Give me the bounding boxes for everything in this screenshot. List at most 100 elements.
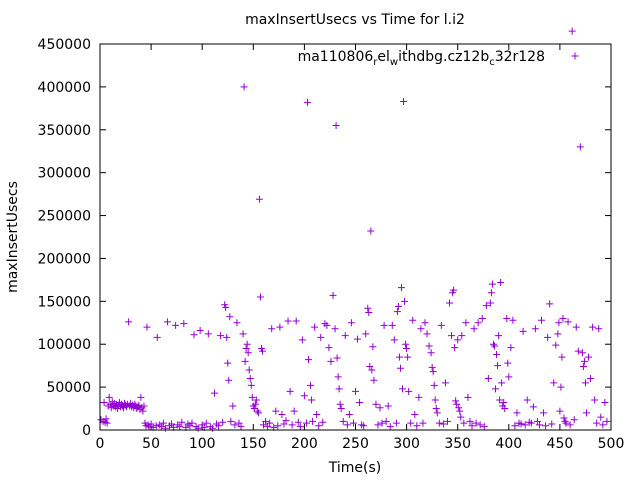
x-tick-label: 250 xyxy=(342,436,369,452)
data-point xyxy=(546,300,554,308)
x-tick-label: 450 xyxy=(547,436,574,452)
data-point xyxy=(411,411,419,419)
data-point xyxy=(384,402,392,410)
data-point xyxy=(395,353,403,361)
data-point xyxy=(538,316,546,324)
y-tick-label: 250000 xyxy=(38,209,91,225)
data-point xyxy=(240,83,248,91)
data-point xyxy=(460,419,468,427)
data-point xyxy=(242,345,250,353)
data-point xyxy=(591,396,599,404)
data-point xyxy=(352,387,359,395)
data-point xyxy=(378,419,386,427)
data-point xyxy=(402,340,410,348)
data-point xyxy=(298,336,306,344)
data-point xyxy=(255,195,263,203)
data-point xyxy=(564,318,572,326)
data-point xyxy=(428,363,436,371)
data-point xyxy=(239,330,247,338)
data-points xyxy=(97,27,611,432)
data-point xyxy=(432,405,440,413)
data-point xyxy=(443,417,451,425)
data-point xyxy=(494,362,502,370)
data-point xyxy=(256,293,264,301)
data-point xyxy=(513,409,521,417)
data-point xyxy=(153,333,161,341)
legend-marker-symbol xyxy=(571,52,579,60)
data-point xyxy=(507,344,515,352)
data-point xyxy=(176,423,184,431)
data-point xyxy=(388,321,396,329)
data-point xyxy=(470,325,478,333)
data-point xyxy=(490,342,498,350)
data-point xyxy=(433,409,441,417)
data-point xyxy=(425,342,433,350)
data-point xyxy=(498,379,506,387)
data-point xyxy=(237,423,245,431)
data-point xyxy=(548,420,556,428)
data-point xyxy=(423,330,431,338)
data-point xyxy=(368,366,376,374)
data-point xyxy=(332,121,340,129)
data-point xyxy=(152,422,160,430)
data-point xyxy=(457,413,465,421)
plot-border xyxy=(99,43,612,431)
x-tick-label: 150 xyxy=(240,436,267,452)
data-point xyxy=(462,319,470,327)
data-point xyxy=(517,420,525,428)
data-point xyxy=(496,396,504,404)
data-point xyxy=(188,419,196,427)
data-point xyxy=(535,421,543,429)
data-point xyxy=(476,421,484,429)
data-point xyxy=(317,333,325,341)
data-point xyxy=(484,375,492,383)
data-point xyxy=(254,409,262,417)
tick-labels: 0 50 100 150 200 250 300 350 400 450 500 0 50000 1000… xyxy=(38,37,625,452)
data-point xyxy=(458,332,466,340)
y-axis-label: maxInsertUsecs xyxy=(5,181,21,293)
data-point xyxy=(580,357,588,365)
data-point xyxy=(253,407,261,415)
data-point xyxy=(480,423,488,431)
data-point xyxy=(241,357,249,365)
data-point xyxy=(143,323,151,331)
data-point xyxy=(603,417,611,425)
data-point xyxy=(587,375,595,383)
data-point xyxy=(392,419,400,427)
data-point xyxy=(137,393,145,401)
data-point xyxy=(529,403,537,411)
data-point xyxy=(325,344,333,352)
data-point xyxy=(290,407,298,415)
data-point xyxy=(504,359,512,367)
data-point xyxy=(581,379,589,387)
y-tick-label: 450000 xyxy=(38,37,91,53)
data-point xyxy=(333,354,341,362)
data-point xyxy=(161,424,169,432)
data-point xyxy=(204,330,212,338)
data-point xyxy=(309,417,317,425)
data-point xyxy=(208,424,216,432)
data-point xyxy=(531,325,539,333)
data-point xyxy=(409,316,417,324)
data-point xyxy=(542,422,550,430)
data-point xyxy=(223,333,231,341)
data-point xyxy=(561,417,569,425)
data-point xyxy=(217,332,225,340)
data-point xyxy=(227,417,235,425)
data-point xyxy=(288,421,296,429)
data-point xyxy=(455,404,463,412)
data-point xyxy=(180,320,188,328)
data-point xyxy=(437,321,445,329)
data-point xyxy=(500,399,508,407)
data-point xyxy=(360,422,368,430)
data-point xyxy=(292,317,300,325)
data-point xyxy=(472,419,480,427)
data-point xyxy=(349,419,357,427)
data-point xyxy=(103,419,111,427)
data-point xyxy=(335,385,343,393)
data-point xyxy=(404,353,412,361)
data-point xyxy=(394,302,402,310)
data-point xyxy=(415,393,423,401)
data-point xyxy=(294,418,302,426)
data-point xyxy=(431,396,439,404)
